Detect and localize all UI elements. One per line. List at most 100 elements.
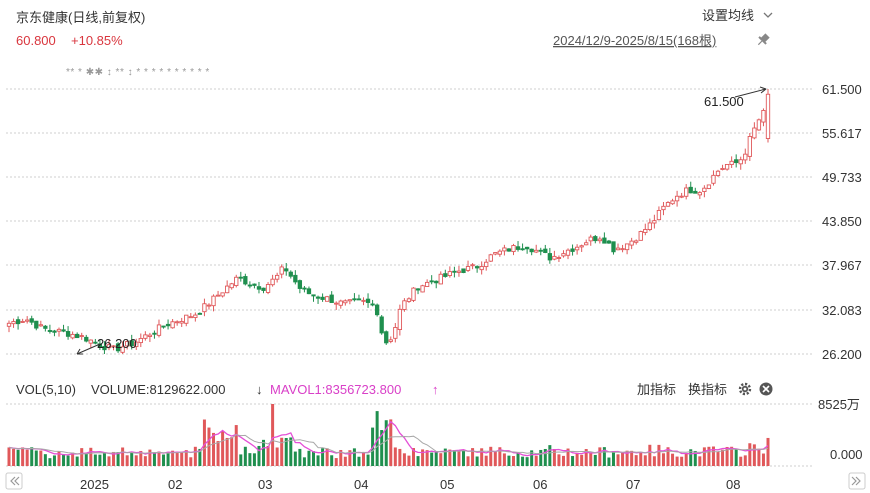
candle-body — [597, 238, 602, 242]
volume-bar — [98, 454, 102, 466]
volume-bar — [225, 437, 229, 466]
candle-body — [379, 316, 384, 334]
candle-body — [65, 331, 71, 337]
candle-body — [225, 285, 230, 294]
stock-title: 京东健康(日线,前复权) — [16, 10, 145, 25]
max-annotation: 61.500 — [704, 86, 767, 109]
volume-bar — [393, 447, 397, 466]
scroll-right-button[interactable] — [848, 472, 866, 490]
candle-body — [647, 222, 652, 231]
volume-bar — [257, 445, 261, 466]
volume-bar — [134, 455, 138, 466]
x-tick-label: 07 — [626, 477, 640, 492]
candle-body — [479, 266, 484, 271]
gear-icon[interactable] — [738, 382, 752, 396]
volume-bar — [348, 450, 352, 466]
candle-body — [274, 274, 280, 280]
candle-body — [424, 281, 430, 287]
volume-bar — [157, 451, 161, 466]
volume-bar — [202, 419, 206, 466]
candle-body — [79, 335, 84, 338]
candle-body — [370, 303, 375, 306]
volume-bar — [611, 451, 615, 466]
candle-body — [106, 344, 112, 349]
date-range[interactable]: 2024/12/9-2025/8/15(168根) — [553, 33, 716, 48]
y-tick-label: 49.733 — [822, 170, 862, 185]
price-change: +10.85% — [71, 33, 123, 48]
candle-body — [25, 319, 30, 322]
candle-body — [129, 340, 134, 347]
candle-body — [261, 287, 266, 291]
candle-body — [415, 288, 421, 291]
volume-bar — [107, 456, 111, 466]
candle-body — [384, 331, 389, 344]
volume-bar — [262, 439, 266, 466]
volume-bar — [543, 448, 547, 466]
volume-bar — [507, 455, 511, 466]
candle-body — [656, 210, 662, 221]
vol-indicator-label[interactable]: VOL(5,10) — [16, 382, 76, 397]
candle-body — [215, 294, 221, 297]
candle-body — [374, 304, 380, 316]
switch-indicator-button[interactable]: 换指标 — [688, 382, 727, 397]
pin-icon[interactable] — [755, 32, 771, 48]
volume-bar — [539, 449, 543, 466]
candle-body — [315, 296, 321, 299]
volume-bar — [475, 456, 479, 466]
volume-bar — [280, 437, 284, 466]
volume-bar — [571, 456, 575, 466]
x-tick-label: 02 — [168, 477, 182, 492]
candle-body — [93, 341, 98, 344]
candle-body — [38, 324, 43, 327]
scroll-left-button[interactable] — [5, 472, 23, 490]
volume-bar — [34, 450, 38, 466]
volume-bar — [725, 446, 729, 466]
volume-bar — [716, 452, 720, 466]
volume-bar — [443, 448, 447, 466]
y-tick-label: 26.200 — [822, 347, 862, 362]
volume-bar — [212, 432, 216, 466]
volume-bar — [339, 449, 343, 466]
volume-bar — [71, 452, 75, 466]
volume-bar — [661, 453, 665, 466]
volume-bar — [648, 444, 652, 466]
volume-bar — [184, 450, 188, 466]
volume-bar — [761, 453, 765, 466]
volume-bar — [384, 420, 388, 466]
volume-bar — [411, 448, 415, 466]
close-icon[interactable] — [759, 382, 773, 396]
volume-bar — [221, 431, 225, 466]
candle-body — [102, 346, 107, 351]
candle-body — [256, 286, 262, 290]
candle-body — [252, 283, 257, 286]
candle-body — [461, 268, 466, 274]
candle-body — [615, 247, 621, 251]
candle-body — [88, 339, 93, 344]
candle-body — [247, 284, 253, 287]
candle-body — [629, 240, 634, 246]
y-tick-label: 32.083 — [822, 303, 862, 318]
volume-bar — [389, 419, 393, 466]
candle-body — [70, 333, 75, 339]
volume-bar — [366, 454, 370, 466]
candle-body — [529, 248, 534, 253]
volume-bar — [530, 450, 534, 466]
settings-ma-button[interactable]: 设置均线 — [702, 8, 773, 23]
candle-body — [238, 276, 243, 279]
volume-bar — [362, 451, 366, 466]
candle-body — [524, 246, 530, 250]
candle-body — [511, 245, 516, 253]
candle-body — [29, 318, 34, 323]
x-tick-label: 03 — [258, 477, 272, 492]
candle-body — [643, 228, 648, 233]
volume-bar — [675, 456, 679, 466]
candle-body — [15, 319, 21, 325]
add-indicator-button[interactable]: 加指标 — [637, 382, 676, 397]
candle-body — [574, 246, 580, 251]
volume-bar — [584, 449, 588, 466]
candle-body — [724, 163, 730, 170]
settings-ma-label: 设置均线 — [702, 8, 754, 23]
volume-bar — [52, 455, 56, 466]
volume-bar — [352, 448, 356, 466]
volume-bar — [666, 447, 670, 466]
